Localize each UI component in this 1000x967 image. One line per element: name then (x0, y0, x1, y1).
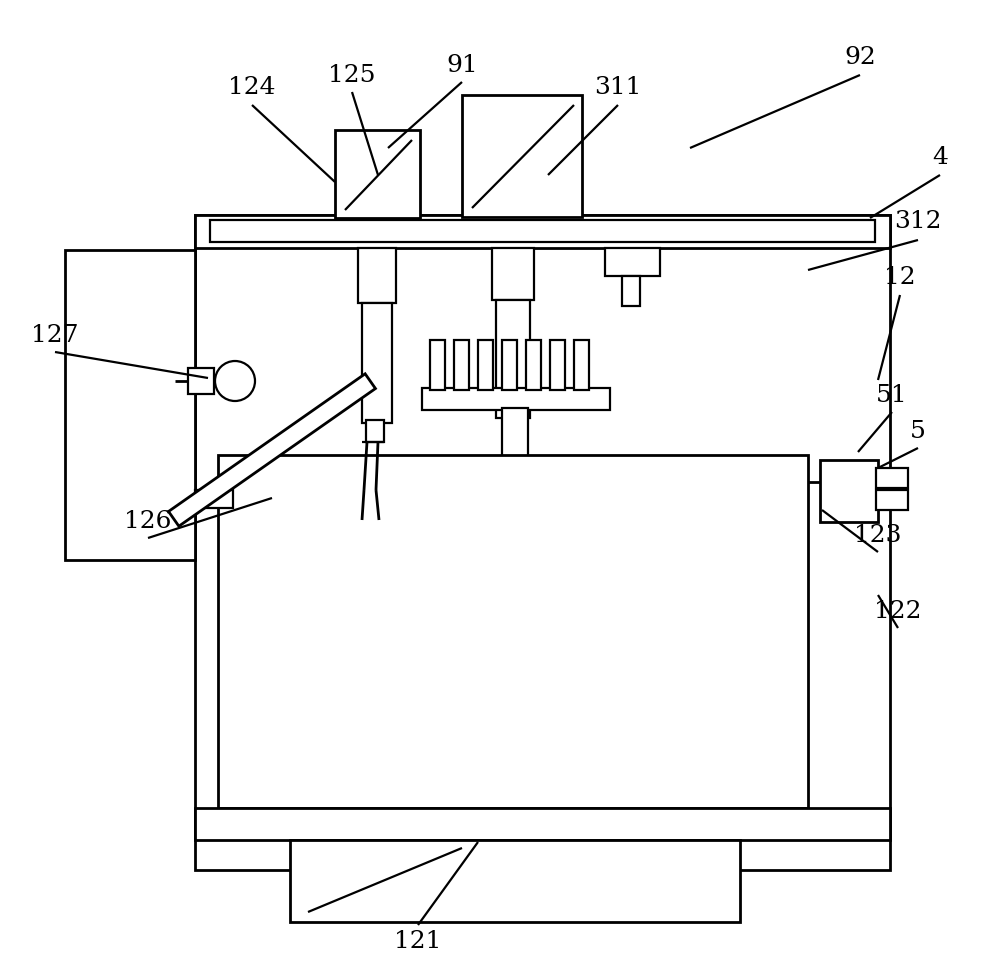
Polygon shape (169, 374, 375, 526)
Bar (65, 250, 195, 560)
Text: 91: 91 (446, 53, 478, 76)
Bar (496, 300, 530, 418)
Text: 4: 4 (932, 146, 948, 169)
Bar (876, 490, 908, 510)
Text: 122: 122 (874, 601, 922, 624)
Bar (454, 340, 469, 390)
Bar (422, 388, 610, 410)
Bar (462, 95, 582, 217)
Bar (290, 840, 740, 922)
Bar (502, 340, 517, 390)
Bar (478, 340, 493, 390)
Bar (430, 340, 445, 390)
Bar (218, 455, 808, 808)
Bar (210, 220, 875, 242)
Bar (195, 490, 233, 508)
Bar (362, 303, 392, 423)
Bar (492, 248, 534, 300)
Text: 123: 123 (854, 523, 902, 546)
Text: 127: 127 (31, 324, 79, 346)
Bar (188, 368, 214, 394)
Text: 125: 125 (328, 64, 376, 86)
Text: 124: 124 (228, 76, 276, 100)
Bar (358, 248, 396, 303)
Bar (195, 808, 890, 840)
Text: 92: 92 (844, 46, 876, 70)
Bar (622, 276, 640, 306)
Bar (335, 130, 420, 218)
Text: 12: 12 (884, 267, 916, 289)
Text: 312: 312 (894, 211, 942, 233)
Bar (195, 215, 890, 870)
Text: 311: 311 (594, 76, 642, 100)
Text: 5: 5 (910, 421, 926, 444)
Bar (876, 468, 908, 488)
Text: 121: 121 (394, 930, 442, 953)
Bar (550, 340, 565, 390)
Bar (820, 460, 878, 522)
Bar (605, 248, 660, 276)
Text: 51: 51 (876, 384, 908, 406)
Bar (502, 408, 528, 463)
Text: 126: 126 (124, 511, 172, 534)
Bar (366, 420, 384, 442)
Bar (574, 340, 589, 390)
Bar (195, 215, 890, 248)
Bar (526, 340, 541, 390)
